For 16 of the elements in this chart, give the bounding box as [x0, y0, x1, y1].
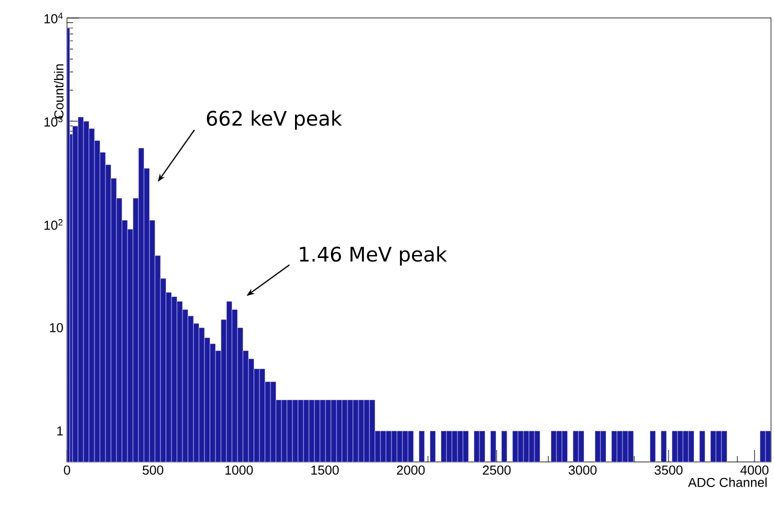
- x-tick-label: 500: [142, 466, 164, 475]
- y-tick-label: 10$^{2}$: [44, 219, 63, 230]
- x-tick-label: 0: [64, 466, 70, 475]
- annotation: 662 keV peak: [206, 110, 342, 130]
- x-tick-label: 2500: [482, 466, 511, 475]
- x-tick-label: 3500: [654, 466, 683, 475]
- x-axis-title: ADC Channel: [688, 478, 767, 488]
- y-tick-label: 1: [57, 426, 63, 436]
- y-tick-label: 10$^{4}$: [44, 12, 63, 24]
- annotation: 1.46 MeV peak: [300, 246, 447, 266]
- x-tick-label: 1000: [225, 466, 253, 475]
- x-tick-label: 4000: [740, 466, 768, 475]
- y-tick-label: 10: [50, 323, 63, 332]
- x-tick-label: 3000: [568, 466, 597, 475]
- x-tick-label: 2000: [396, 466, 425, 475]
- x-tick-label: 1500: [311, 466, 339, 475]
